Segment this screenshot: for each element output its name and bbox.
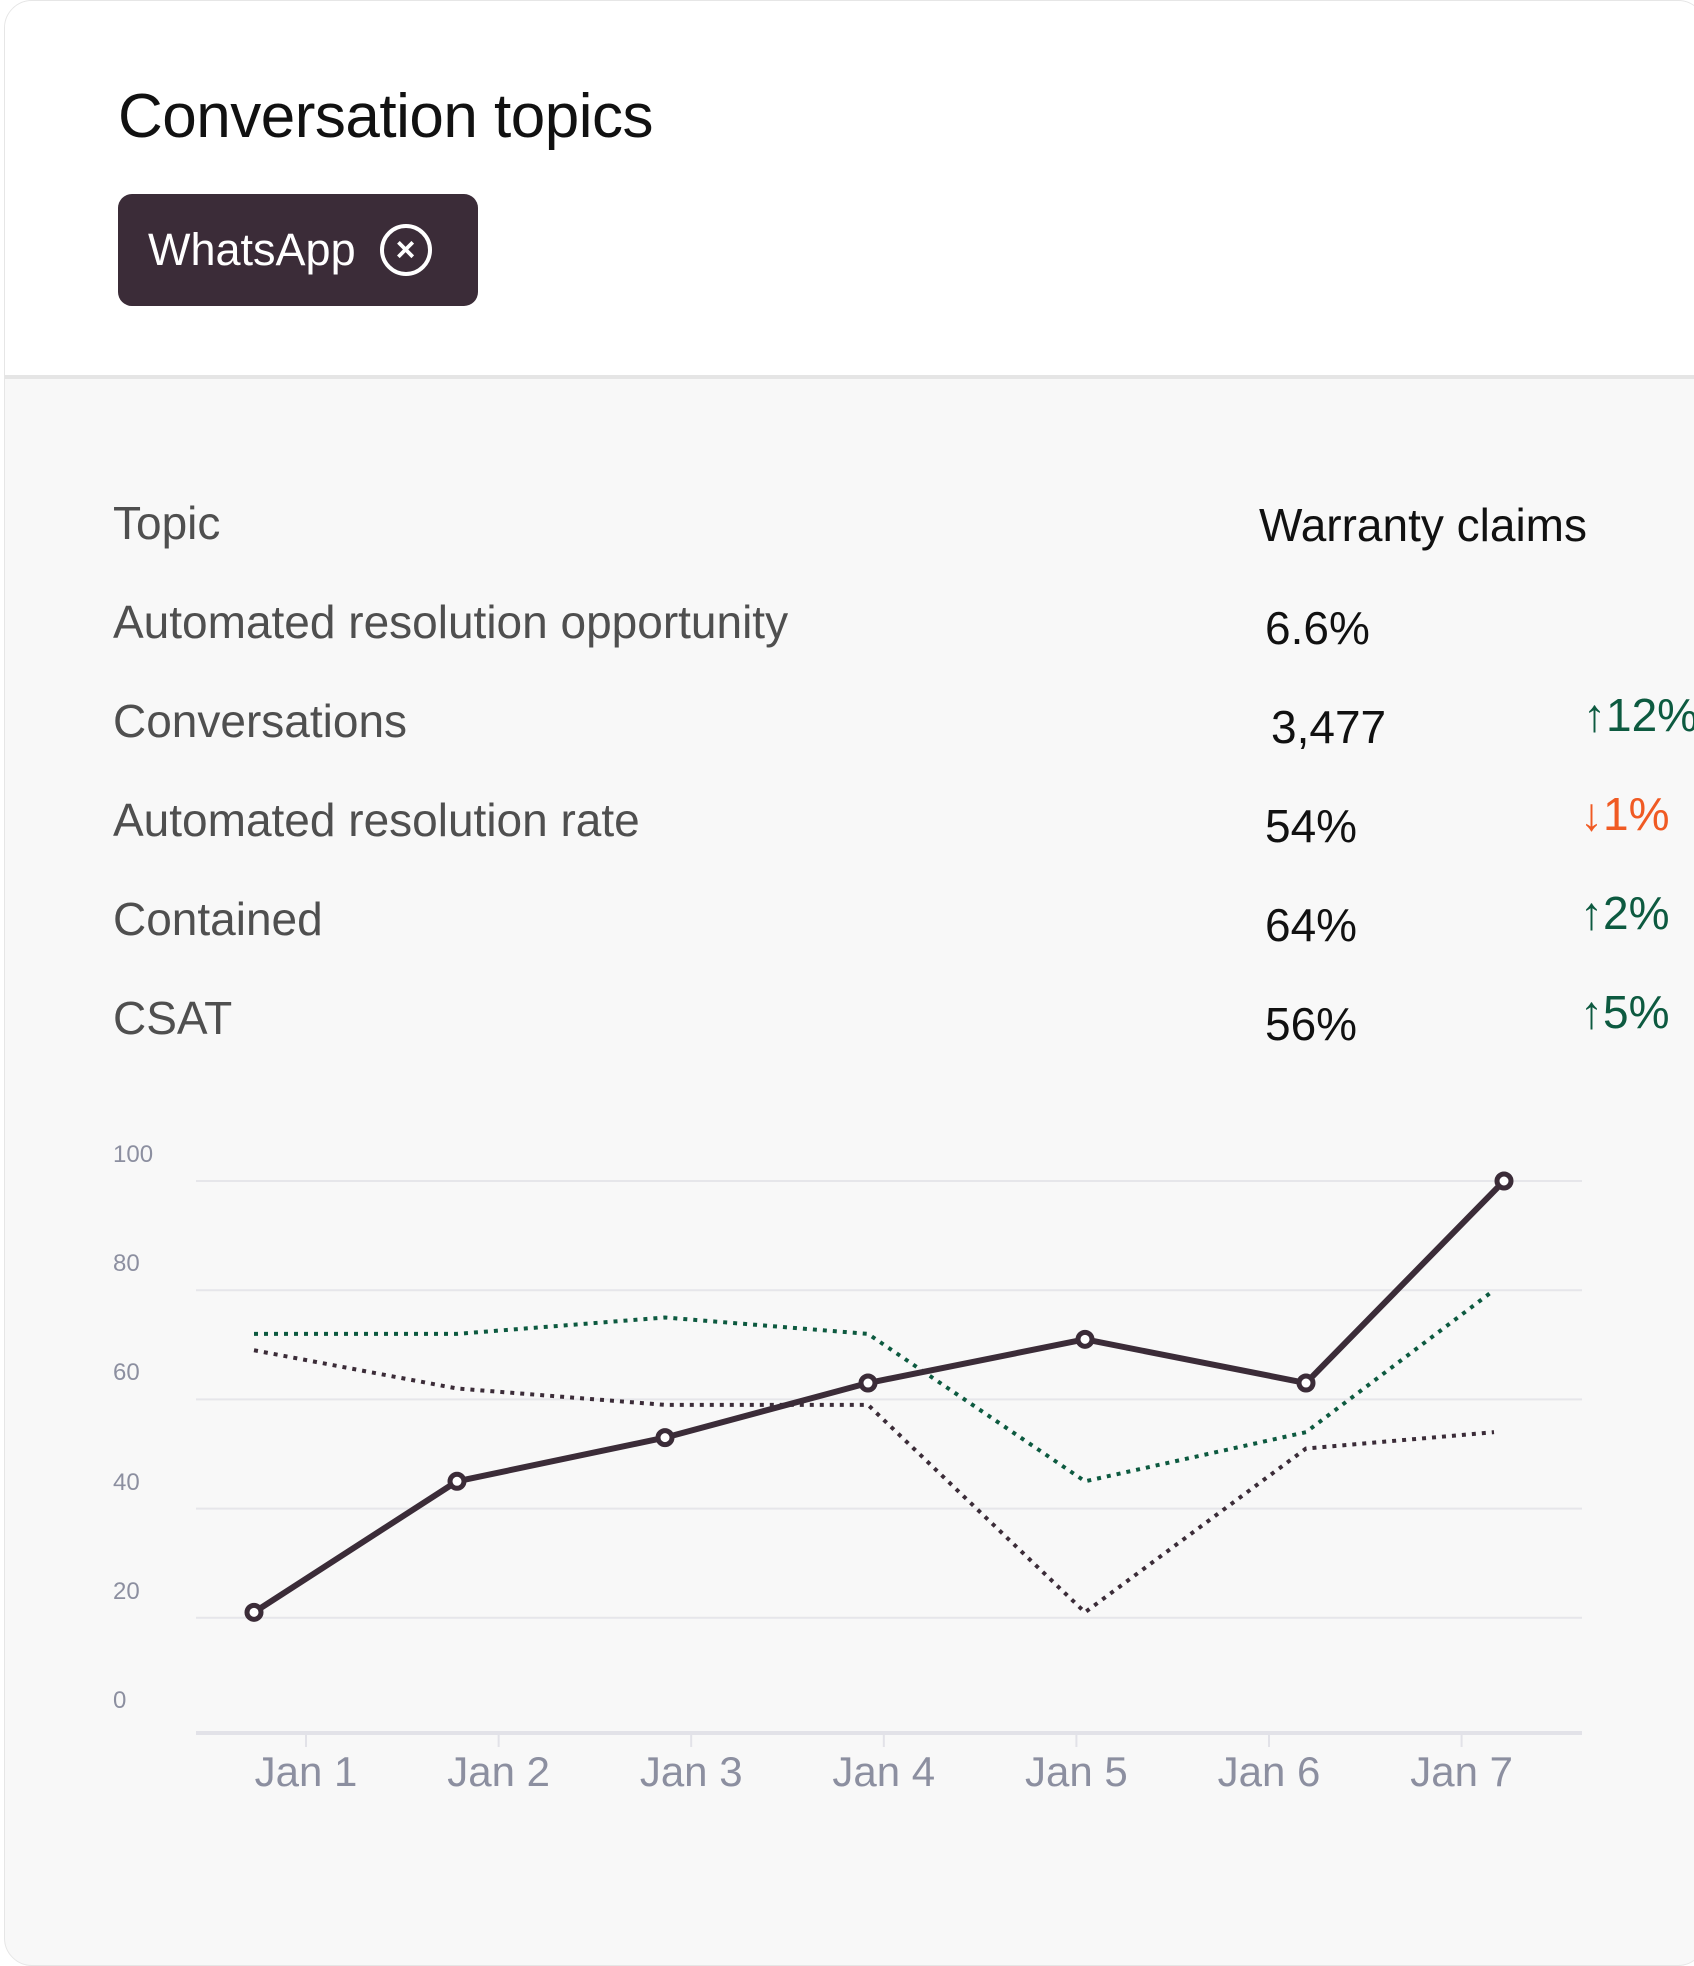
row-label: Automated resolution rate [113, 794, 640, 846]
data-point-primary-4[interactable] [1075, 1329, 1095, 1349]
row-value: 54% [1265, 800, 1358, 852]
data-point-primary-2[interactable] [655, 1428, 675, 1448]
row-value: 6.6% [1265, 602, 1370, 654]
data-point-primary-6[interactable] [1494, 1171, 1514, 1191]
row-delta: ↓1% [1580, 788, 1670, 840]
row-label: Conversations [113, 695, 408, 747]
conversation-topics-card: Conversation topics WhatsApp × [4, 0, 1694, 1966]
table-row: Automated resolution rate 54% ↓1% [113, 788, 1669, 853]
x-tick-label: Jan 6 [1217, 1748, 1321, 1795]
table-row: Conversations 3,477 ↑12% [113, 689, 1694, 754]
table-row: Automated resolution opportunity 6.6% [113, 595, 1593, 655]
row-delta: ↑5% [1580, 986, 1670, 1038]
row-value: 56% [1265, 998, 1358, 1050]
row-value: 64% [1265, 899, 1358, 951]
x-tick-label: Jan 3 [639, 1748, 743, 1795]
series-line-comparison-dark [253, 1348, 1495, 1615]
series-line-primary [252, 1178, 1507, 1615]
y-tick-label: 80 [113, 1250, 140, 1278]
x-tick-label: Jan 1 [254, 1748, 358, 1795]
page-title: Conversation topics [118, 82, 654, 151]
y-tick-label: 0 [113, 1687, 127, 1714]
x-tick-label: Jan 7 [1410, 1748, 1513, 1795]
data-point-primary-5[interactable] [1296, 1373, 1316, 1393]
row-delta: ↑2% [1580, 887, 1670, 939]
filter-chip-label: WhatsApp [148, 224, 356, 275]
y-tick-label: 60 [113, 1359, 140, 1387]
card-header: Conversation topics WhatsApp × [5, 1, 1694, 379]
row-delta: ↑12% [1583, 689, 1694, 741]
data-point-primary-3[interactable] [858, 1373, 878, 1393]
y-tick-label: 40 [113, 1468, 140, 1496]
series-line-comparison-green [254, 1288, 1496, 1484]
data-point-primary-0[interactable] [244, 1602, 264, 1622]
table-header: Topic [113, 496, 1593, 556]
x-tick-label: Jan 5 [1025, 1748, 1128, 1795]
x-tick-label: Jan 4 [832, 1748, 936, 1795]
table-row: CSAT 56% ↑5% [113, 986, 1669, 1051]
y-tick-label: 100 [113, 1141, 154, 1168]
whatsapp-filter-chip[interactable]: WhatsApp × [118, 194, 478, 306]
row-label: Automated resolution opportunity [113, 596, 789, 648]
topic-header: Topic [113, 497, 221, 549]
row-value: 3,477 [1271, 701, 1387, 753]
table-row: Contained 64% ↑2% [113, 887, 1669, 952]
column-header-warranty-claims: Warranty claims [1259, 499, 1587, 551]
close-circle-icon[interactable]: × [379, 224, 432, 276]
row-label: CSAT [113, 992, 233, 1044]
row-label: Contained [113, 893, 323, 945]
x-tick-label: Jan 2 [447, 1748, 550, 1795]
data-point-primary-1[interactable] [447, 1471, 467, 1491]
y-tick-label: 20 [113, 1577, 140, 1605]
